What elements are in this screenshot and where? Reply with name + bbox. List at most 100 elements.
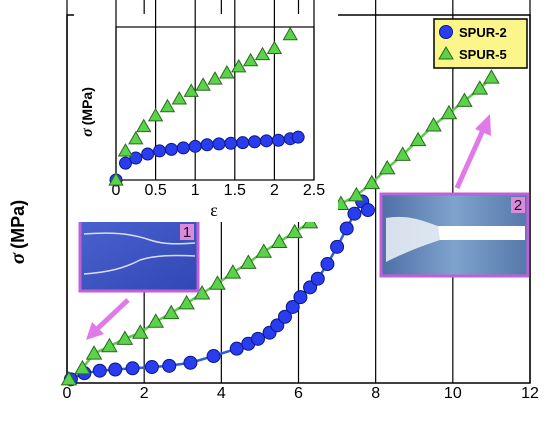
inset-spur-5-point-7 [183, 83, 199, 97]
inset-data-points [108, 26, 305, 187]
inset-spur-5-point-6 [171, 91, 188, 105]
main-spur-2-point-4 [125, 361, 140, 376]
inset-spur-2-point-7 [188, 139, 202, 153]
main-spur-5-point-13 [255, 243, 273, 258]
legend-marker-spur-2 [439, 25, 453, 39]
main-spur-2-point-11 [250, 331, 265, 346]
main-spur-5-point-28 [483, 69, 500, 84]
inset-spur-5-point-11 [231, 58, 247, 73]
inset-spur-5-point-9 [207, 71, 223, 85]
main-spur-5-point-20 [363, 174, 381, 190]
main-spur-5-point-3 [101, 337, 118, 353]
inset-spur-5-point-15 [282, 26, 298, 41]
inset-y-axis-label: σ(MPa) [79, 87, 96, 137]
5-x-tick-label-4: 2 [270, 182, 279, 199]
inset-spur-2-point-6 [176, 141, 190, 155]
main-spur-5-point-4 [116, 330, 134, 345]
5-x-tick-label-2: 1 [191, 182, 200, 199]
7-x-tick-label-1: 2 [140, 385, 149, 402]
inset-spur-5-point-2 [128, 130, 144, 145]
main-spur-5-point-8 [178, 294, 195, 310]
main-spur-2-point-2 [92, 363, 107, 378]
inset-spur-5-point-14 [266, 40, 283, 55]
main-spur-5-point-23 [409, 131, 427, 147]
5-x-tick-label-1: 0.5 [144, 182, 166, 199]
inset-spur-5-point-4 [147, 107, 164, 122]
legend: SPUR-2 SPUR-5 [433, 18, 528, 69]
main-spur-2-point-24 [360, 203, 375, 218]
main-spur-2-point-14 [277, 309, 292, 324]
main-spur-5-point-25 [440, 104, 458, 120]
main-y-axis-label: σ(MPa) [5, 200, 29, 264]
main-spur-5-point-6 [147, 313, 165, 328]
arrow-2 [454, 114, 491, 190]
inset-spur-2-point-3 [141, 147, 155, 161]
inset-plot: 0 0.5 1 1.5 2 2.5 σ(MPa) ε [74, 0, 338, 222]
inset-x-axis-label: ε [210, 200, 218, 220]
photo-1-tag-box [180, 224, 194, 240]
inset-spur-2-point-11 [236, 136, 250, 150]
main-spur-5-point-24 [425, 116, 442, 132]
main-spur-5-point-15 [286, 223, 303, 239]
main-spur-2-point-7 [183, 355, 198, 370]
inset-spur-5-point-12 [242, 52, 259, 67]
main-spur-2-point-3 [108, 362, 123, 377]
main-spur-2-point-15 [285, 299, 300, 314]
main-spur-2-point-5 [144, 360, 159, 375]
inset-spur-2-point-12 [248, 135, 262, 149]
inset-spur-5-point-5 [159, 98, 176, 113]
main-spur-2-point-18 [310, 271, 325, 286]
main-data-points [60, 69, 500, 387]
main-spur-5-point-19 [348, 186, 365, 202]
inset-spur-2-point-9 [212, 137, 226, 151]
inset-spur-2-point-4 [153, 144, 167, 158]
main-spur-5-point-22 [394, 146, 411, 161]
inset-spur-2-point-10 [224, 136, 238, 150]
7-x-tick-label-3: 6 [294, 385, 303, 402]
main-spur-5-point-27 [471, 80, 489, 95]
main-spur-2-point-6 [162, 358, 177, 373]
main-plot: 0 2 4 6 8 10 12 σ(MPa) [5, 0, 539, 402]
photo-1-inset: 1 [78, 217, 200, 293]
7-x-tick-label-6: 12 [521, 385, 539, 402]
photo-2-inset: 2 [379, 192, 530, 278]
main-spur-2-point-20 [330, 239, 345, 254]
inset-spur-2-point-14 [271, 133, 285, 147]
main-spur-5-point-5 [132, 324, 149, 339]
photo-2-neck [438, 226, 525, 240]
inset-spur-5-point-3 [136, 118, 152, 133]
5-x-tick-label-3: 1.5 [224, 182, 246, 199]
arrow-1 [86, 298, 130, 340]
main-spur-5-point-2 [85, 345, 103, 360]
main-spur-5-point-9 [193, 285, 211, 300]
photo-1-fiber-bottom [83, 254, 196, 275]
photo-1-fiber-top [83, 232, 196, 245]
5-x-tick-label-0: 0 [112, 182, 121, 199]
main-spur-5-point-1 [74, 359, 91, 375]
inset-spur-2-point-2 [129, 151, 143, 165]
main-spur-2-point-21 [339, 221, 354, 236]
main-spur-2-point-16 [293, 290, 308, 305]
inset-spur-2-point-16 [291, 130, 305, 144]
main-spur-5-point-11 [224, 264, 242, 279]
main-spur-5-point-12 [240, 254, 257, 269]
inset-spur-5-point-13 [254, 46, 271, 61]
inset-spur-2-point-13 [259, 134, 273, 148]
inset-spur-2-point-1 [119, 156, 133, 170]
main-spur-2-point-9 [229, 341, 244, 356]
photo-1-tag: 1 [183, 224, 191, 241]
7-x-tick-label-2: 4 [217, 385, 226, 402]
photo-2-tag: 2 [514, 197, 522, 214]
main-spur-5-point-10 [209, 275, 226, 290]
main-spur-5-point-0 [60, 370, 78, 386]
main-spur-5-point-14 [270, 233, 288, 248]
main-spur-2-point-8 [206, 349, 221, 364]
inset-y-ticks: 0 0.5 1 1.5 2 2.5 [112, 0, 325, 199]
main-spur-5-point-7 [162, 304, 180, 320]
main-spur-5-point-26 [456, 92, 473, 107]
inset-spur-2-point-5 [164, 142, 178, 156]
7-x-tick-label-0: 0 [63, 385, 72, 402]
photo-2-tag-box [511, 197, 525, 213]
7-x-tick-label-4: 8 [371, 385, 380, 402]
